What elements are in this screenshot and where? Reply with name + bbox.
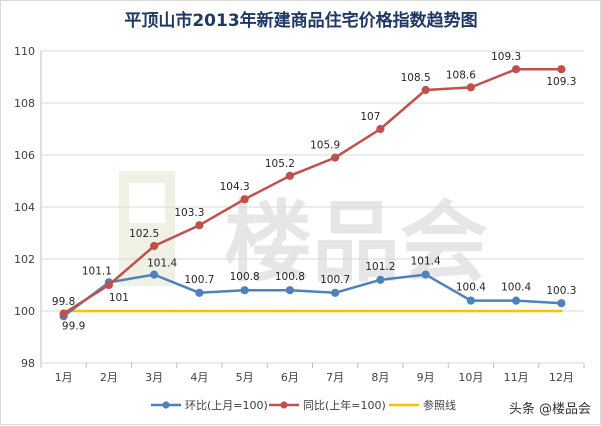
- series-layer: [59, 65, 566, 321]
- x-tick-label: 6月: [281, 371, 299, 384]
- watermark-brand-text: 楼品会: [224, 191, 488, 294]
- gridlines: [41, 50, 584, 364]
- series-line-mom: [62, 273, 563, 318]
- mom-point: [150, 270, 159, 279]
- yoy-data-label: 109.3: [546, 76, 576, 88]
- yoy-data-label: 105.9: [310, 140, 340, 152]
- yoy-data-label: 108.5: [401, 72, 431, 84]
- x-tick-label: 3月: [145, 371, 163, 384]
- chart-title: 平顶山市2013年新建商品住宅价格指数趋势图: [124, 10, 477, 31]
- x-tick-label: 2月: [100, 371, 118, 384]
- yoy-point: [421, 85, 430, 95]
- yoy-data-label: 105.2: [265, 158, 295, 170]
- mom-data-label: 100.4: [456, 282, 486, 294]
- yoy-point: [59, 309, 68, 318]
- legend-marker-yoy: [280, 401, 288, 409]
- yoy-data-label: 102.5: [129, 228, 159, 240]
- mom-point: [557, 299, 566, 308]
- yoy-point: [104, 280, 113, 290]
- x-tick-label: 4月: [190, 371, 208, 384]
- mom-point: [240, 286, 249, 295]
- yoy-point: [285, 171, 294, 180]
- yoy-data-label: 107: [360, 111, 380, 123]
- legend-marker-mom: [162, 401, 170, 409]
- mom-point: [512, 296, 521, 305]
- x-tick-label: 11月: [504, 371, 529, 384]
- x-tick-label: 5月: [236, 371, 254, 384]
- legend: 环比(上月=100) 同比(上年=100) 参照线: [151, 398, 456, 412]
- watermark-logo-cutout: [129, 183, 165, 223]
- legend-label-reference: 参照线: [423, 398, 456, 412]
- yoy-data-label: 99.9: [62, 321, 85, 333]
- yoy-data-label: 108.6: [446, 69, 476, 81]
- mom-point: [285, 286, 294, 295]
- y-tick-label: 108: [14, 97, 35, 110]
- mom-data-label: 100.4: [501, 282, 531, 294]
- yoy-point: [331, 153, 340, 162]
- mom-point: [331, 288, 340, 297]
- legend-label-mom: 环比(上月=100): [185, 399, 268, 412]
- y-tick-label: 110: [14, 45, 35, 58]
- yoy-point: [240, 195, 249, 204]
- yoy-data-label: 101: [109, 292, 129, 304]
- x-tick-label: 9月: [417, 371, 435, 384]
- mom-data-label: 101.4: [147, 258, 177, 270]
- yoy-data-label: 103.3: [174, 207, 204, 219]
- y-tick-label: 100: [14, 305, 35, 318]
- mom-data-label: 99.8: [52, 296, 75, 308]
- yoy-data-label: 109.3: [491, 51, 521, 63]
- yoy-point: [466, 83, 475, 92]
- yoy-point: [512, 65, 521, 74]
- mom-data-label: 100.8: [230, 271, 260, 283]
- mom-data-label: 100.7: [184, 274, 214, 286]
- y-axis: 98 100 102 104 106 108 110: [14, 45, 42, 370]
- x-tick-label: 12月: [549, 371, 574, 384]
- y-tick-label: 106: [14, 149, 35, 162]
- y-tick-label: 104: [14, 201, 35, 214]
- mom-point: [195, 288, 204, 297]
- mom-point: [466, 296, 475, 305]
- yoy-data-label: 104.3: [220, 181, 250, 193]
- mom-data-label: 101.2: [365, 261, 395, 273]
- watermark-logo: 楼品会: [119, 171, 488, 294]
- x-tick-label: 10月: [458, 371, 483, 384]
- x-tick-label: 8月: [371, 371, 389, 384]
- data-labels: 99.9 101 102.5 103.3 104.3 105.2 105.9 107 108.5…: [52, 51, 576, 332]
- y-tick-label: 102: [14, 253, 35, 266]
- mom-data-label: 100.3: [546, 285, 576, 297]
- credit-watermark: 头条 @楼品会: [509, 401, 591, 417]
- mom-point: [376, 275, 385, 284]
- yoy-point: [376, 124, 385, 134]
- legend-label-yoy: 同比(上年=100): [303, 398, 386, 412]
- mom-data-label: 100.8: [275, 271, 305, 283]
- yoy-point: [195, 221, 204, 230]
- yoy-point: [150, 241, 159, 251]
- mom-data-label: 101.4: [411, 256, 441, 268]
- y-tick-label: 98: [21, 357, 35, 370]
- yoy-point: [557, 65, 566, 74]
- x-tick-label: 7月: [326, 371, 344, 384]
- mom-data-label: 100.7: [320, 274, 350, 286]
- mom-data-label: 101.1: [82, 265, 112, 277]
- series-line-yoy: [62, 67, 563, 315]
- mom-point: [421, 270, 430, 279]
- x-axis: 1月 2月 3月 4月 5月 6月 7月 8月 9月 10月 11月 12月: [40, 363, 585, 384]
- x-tick-label: 1月: [55, 371, 73, 384]
